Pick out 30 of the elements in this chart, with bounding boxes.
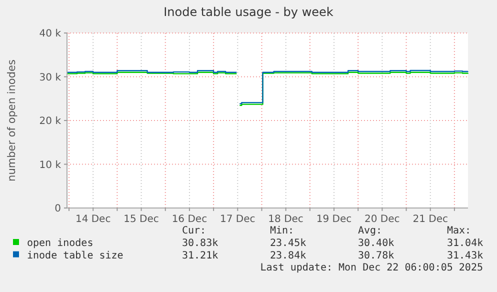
text: 31.43k bbox=[447, 250, 484, 262]
y-axis-title: number of open inodes bbox=[6, 60, 18, 182]
text: Cur: bbox=[182, 226, 206, 237]
x-tick-label: 16 Dec bbox=[172, 214, 208, 225]
text: 31.21k bbox=[182, 250, 218, 262]
text: 30.40k bbox=[358, 238, 394, 249]
text: 30.78k bbox=[358, 250, 394, 262]
legend-label: inode table size bbox=[27, 250, 124, 262]
text: 30.83k bbox=[182, 238, 218, 249]
x-tick-label: 18 Dec bbox=[268, 214, 304, 225]
legend-label: open inodes bbox=[27, 238, 94, 249]
x-tick-label: 19 Dec bbox=[316, 214, 352, 225]
text: 23.84k bbox=[270, 250, 306, 262]
y-tick-label: 30 k bbox=[39, 72, 62, 84]
text: Avg: bbox=[358, 226, 382, 237]
text: 31.04k bbox=[447, 238, 484, 249]
chart-title: Inode table usage - by week bbox=[164, 5, 334, 19]
text: Max: bbox=[447, 226, 472, 237]
y-tick-label: 10 k bbox=[39, 160, 62, 171]
x-tick-label: 14 Dec bbox=[75, 214, 111, 225]
x-tick-label: 17 Dec bbox=[220, 214, 256, 225]
y-tick-label: 0 bbox=[54, 204, 61, 214]
y-tick-label: 20 k bbox=[39, 116, 62, 127]
x-tick-label: 21 Dec bbox=[412, 214, 448, 225]
x-tick-label: 20 Dec bbox=[364, 214, 400, 225]
text: Last update: Mon Dec 22 06:00:05 2025 bbox=[260, 262, 483, 274]
y-tick-label: 40 k bbox=[39, 28, 62, 40]
text: Min: bbox=[270, 226, 294, 237]
x-tick-label: 15 Dec bbox=[124, 214, 159, 225]
text: 23.45k bbox=[270, 238, 306, 249]
